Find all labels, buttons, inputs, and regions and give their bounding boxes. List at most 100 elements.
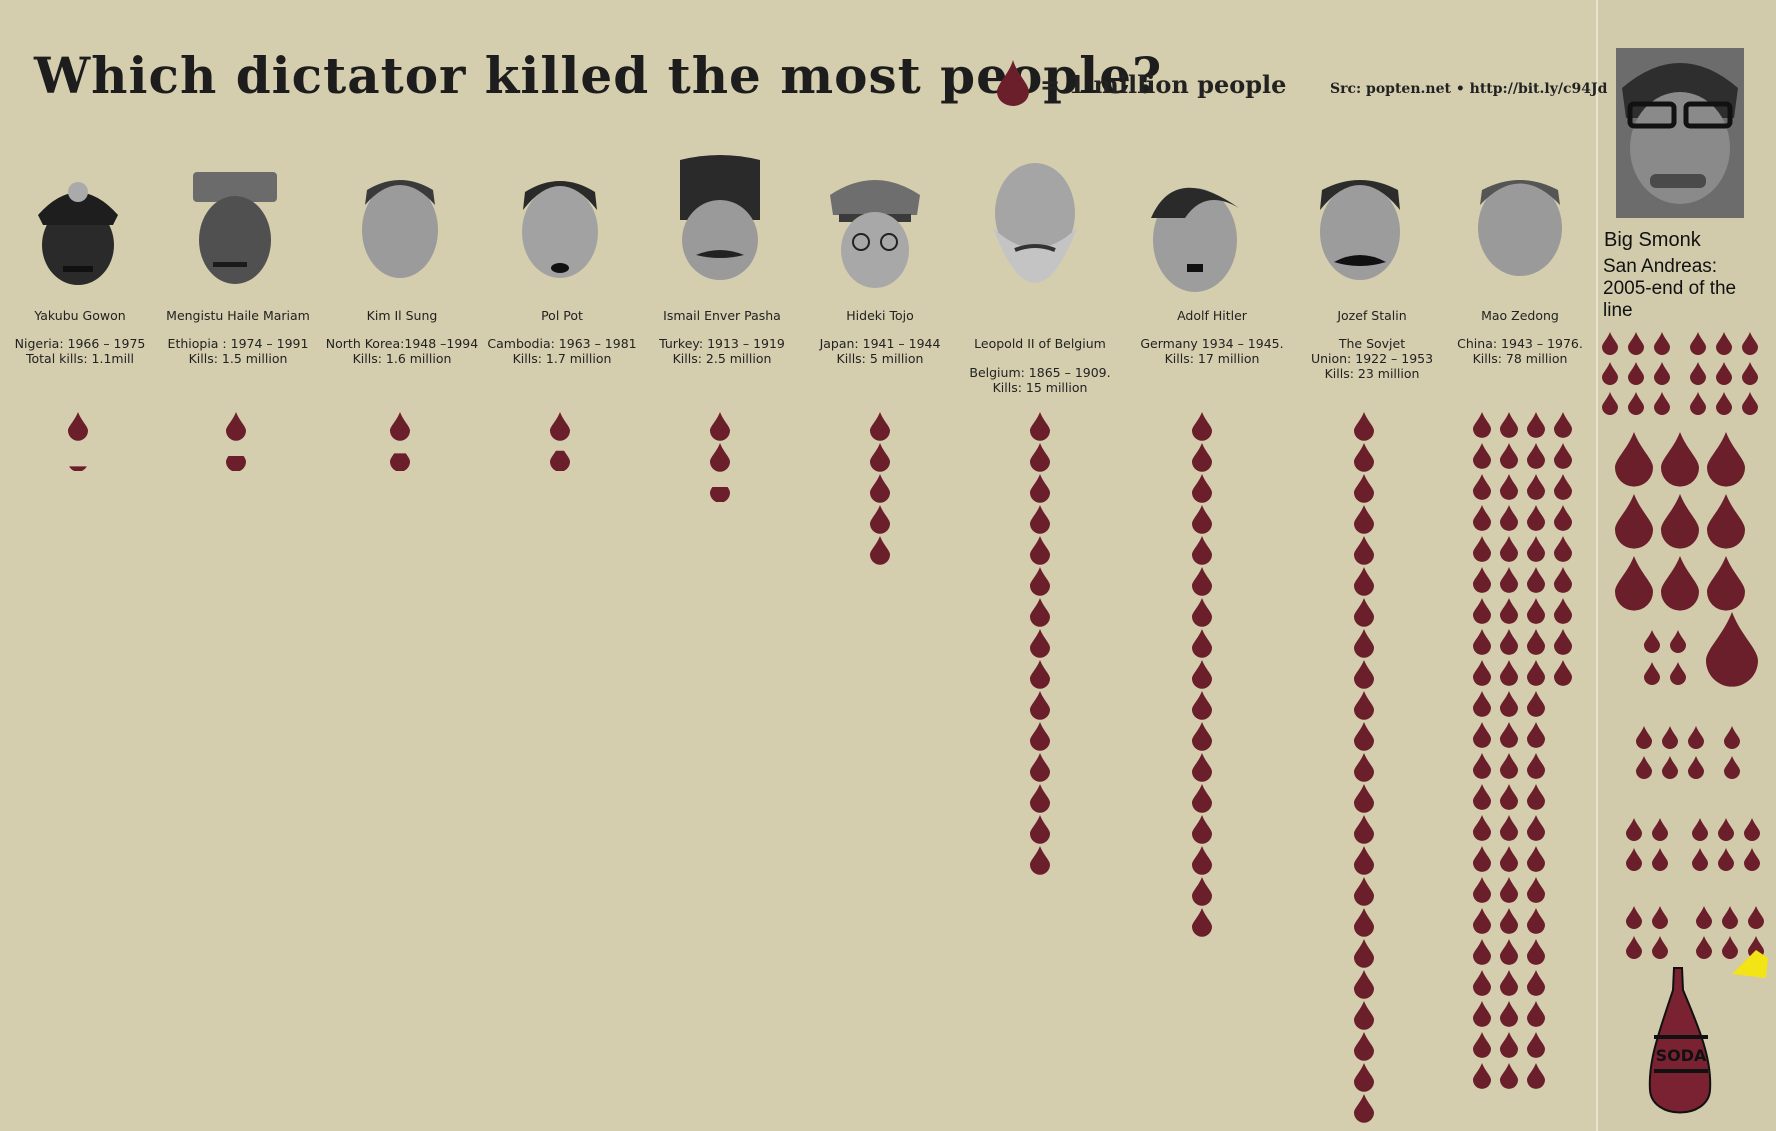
drop-full xyxy=(1500,1063,1518,1089)
drop-full xyxy=(1500,1001,1518,1027)
portrait-mao-zedong xyxy=(1478,180,1562,276)
drop-parody xyxy=(1707,494,1745,549)
drop-full xyxy=(1500,598,1518,624)
drop-parody xyxy=(1718,818,1734,841)
drop-full xyxy=(1527,474,1545,500)
drop-full xyxy=(1354,443,1374,472)
drop-full xyxy=(1030,536,1050,565)
parody-line: line xyxy=(1603,300,1633,321)
dictator-name: Ismail Enver Pasha xyxy=(663,308,781,323)
drop-full xyxy=(1554,536,1572,562)
drop-full xyxy=(1473,784,1491,810)
drop-parody xyxy=(1654,362,1670,385)
drop-full xyxy=(390,412,410,441)
dictator-name: Pol Pot xyxy=(541,308,583,323)
drop-full xyxy=(710,412,730,441)
drop-full xyxy=(1527,660,1545,686)
drop-full xyxy=(1554,412,1572,438)
drop-full xyxy=(226,412,246,441)
drop-full xyxy=(1354,1032,1374,1061)
dictator-info: North Korea:1948 –1994 Kills: 1.6 millio… xyxy=(317,336,487,366)
dictator-name: Kim Il Sung xyxy=(366,308,438,323)
dictator-kills: Kills: 2.5 million xyxy=(672,351,772,366)
drop-parody xyxy=(1662,726,1678,749)
drop-full xyxy=(1030,443,1050,472)
drop-blob xyxy=(1706,612,1758,687)
drop-parody xyxy=(1626,936,1642,959)
dictator-info: Turkey: 1913 – 1919 Kills: 2.5 million xyxy=(637,336,807,366)
portrait-enver-pasha xyxy=(680,155,760,280)
drop-full xyxy=(1354,691,1374,720)
drop-parody xyxy=(1688,726,1704,749)
drop-full xyxy=(1354,784,1374,813)
drop-full xyxy=(1354,567,1374,596)
drop-parody xyxy=(1602,392,1618,415)
drop-parody xyxy=(1716,392,1732,415)
drop-full xyxy=(1030,815,1050,844)
drop-full xyxy=(1500,970,1518,996)
drop-full xyxy=(1527,784,1545,810)
drop-full xyxy=(1527,1032,1545,1058)
drop-full xyxy=(1030,629,1050,658)
drop-full xyxy=(1500,908,1518,934)
drop-full xyxy=(1354,412,1374,441)
drop-parody xyxy=(1644,662,1660,685)
soda-bottle xyxy=(1648,967,1712,1114)
drop-full xyxy=(1554,660,1572,686)
parody-line: San Andreas: xyxy=(1603,256,1718,277)
drop-parody xyxy=(1636,726,1652,749)
drop-full xyxy=(1030,753,1050,782)
dictator-country-years: Germany 1934 – 1945. xyxy=(1140,336,1284,351)
soda-label: SODA xyxy=(1656,1046,1707,1065)
dictator-kills: Kills: 78 million xyxy=(1472,351,1568,366)
dictator-kills: Total kills: 1.1mill xyxy=(26,351,134,366)
drop-partial xyxy=(710,487,730,502)
dictator-info: Cambodia: 1963 – 1981 Kills: 1.7 million xyxy=(477,336,647,366)
drop-full xyxy=(1473,815,1491,841)
drop-full xyxy=(1473,1001,1491,1027)
drop-full xyxy=(1500,939,1518,965)
drop-full xyxy=(1527,1001,1545,1027)
drop-full xyxy=(1354,660,1374,689)
dictator-country-years: Belgium: 1865 – 1909. xyxy=(969,365,1111,380)
drop-parody xyxy=(1602,332,1618,355)
drop-full xyxy=(1354,877,1374,906)
drop-full xyxy=(1473,567,1491,593)
portrait-adolf-hitler xyxy=(1151,187,1239,292)
drop-parody xyxy=(1652,936,1668,959)
drop-full xyxy=(1192,660,1212,689)
dictator-country-years: China: 1943 – 1976. xyxy=(1457,336,1583,351)
drop-full xyxy=(1354,815,1374,844)
drop-full xyxy=(1354,1001,1374,1030)
drop-full xyxy=(1500,660,1518,686)
dictator-kills: Kills: 1.5 million xyxy=(188,351,288,366)
drop-parody xyxy=(1688,756,1704,779)
drop-parody xyxy=(1615,556,1653,611)
drop-full xyxy=(1354,629,1374,658)
dictator-name: Yakubu Gowon xyxy=(34,308,126,323)
drop-parody xyxy=(1724,756,1740,779)
drop-full xyxy=(1554,443,1572,469)
drop-parody xyxy=(1742,362,1758,385)
drop-full xyxy=(1030,505,1050,534)
drop-full xyxy=(1527,505,1545,531)
drop-parody xyxy=(1628,362,1644,385)
drop-full xyxy=(1030,660,1050,689)
drop-full xyxy=(1192,567,1212,596)
drop-full xyxy=(1192,629,1212,658)
drop-full xyxy=(1500,474,1518,500)
blood-drop-icon xyxy=(997,60,1029,106)
drop-full xyxy=(1527,443,1545,469)
drop-full xyxy=(1527,412,1545,438)
dictator-info: Japan: 1941 – 1944 Kills: 5 million xyxy=(795,336,965,366)
dictator-country-years: Ethiopia : 1974 – 1991 xyxy=(167,336,309,351)
drop-full xyxy=(1354,722,1374,751)
drop-full xyxy=(68,412,88,441)
drop-parody xyxy=(1690,362,1706,385)
drop-full xyxy=(1354,1094,1374,1123)
drop-full xyxy=(1354,908,1374,937)
drop-full xyxy=(550,412,570,441)
drop-full xyxy=(1500,536,1518,562)
portrait-mengistu xyxy=(193,172,277,284)
